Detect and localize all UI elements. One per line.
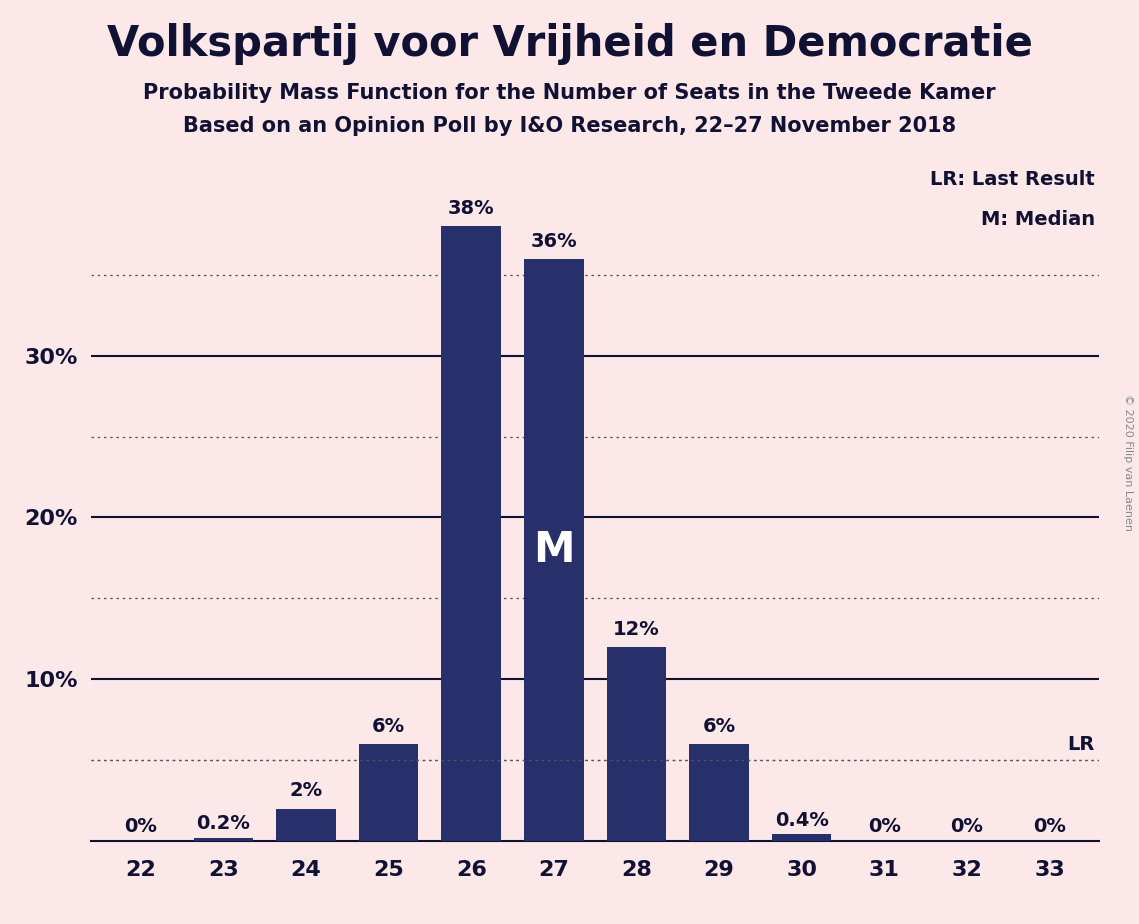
Text: 0.2%: 0.2% <box>196 814 251 833</box>
Bar <box>194 838 253 841</box>
Text: LR: Last Result: LR: Last Result <box>931 170 1095 188</box>
Text: LR: LR <box>1067 735 1095 754</box>
Text: 0%: 0% <box>868 817 901 836</box>
Bar <box>689 744 748 841</box>
Text: 0.4%: 0.4% <box>775 810 829 830</box>
Text: 0%: 0% <box>124 817 157 836</box>
Text: 2%: 2% <box>289 782 322 800</box>
Text: M: M <box>533 529 574 571</box>
Bar <box>524 259 583 841</box>
Bar <box>359 744 418 841</box>
Text: M: Median: M: Median <box>981 211 1095 229</box>
Text: © 2020 Filip van Laenen: © 2020 Filip van Laenen <box>1123 394 1133 530</box>
Text: 0%: 0% <box>951 817 983 836</box>
Text: 6%: 6% <box>372 717 405 736</box>
Bar <box>772 834 831 841</box>
Text: 36%: 36% <box>531 232 577 250</box>
Text: Probability Mass Function for the Number of Seats in the Tweede Kamer: Probability Mass Function for the Number… <box>144 83 995 103</box>
Text: 0%: 0% <box>1033 817 1066 836</box>
Text: Based on an Opinion Poll by I&O Research, 22–27 November 2018: Based on an Opinion Poll by I&O Research… <box>183 116 956 136</box>
Bar <box>276 808 336 841</box>
Text: 6%: 6% <box>703 717 736 736</box>
Bar <box>607 647 666 841</box>
Text: Volkspartij voor Vrijheid en Democratie: Volkspartij voor Vrijheid en Democratie <box>107 23 1032 65</box>
Bar <box>442 226 501 841</box>
Text: 38%: 38% <box>448 200 494 218</box>
Text: 12%: 12% <box>613 620 659 638</box>
